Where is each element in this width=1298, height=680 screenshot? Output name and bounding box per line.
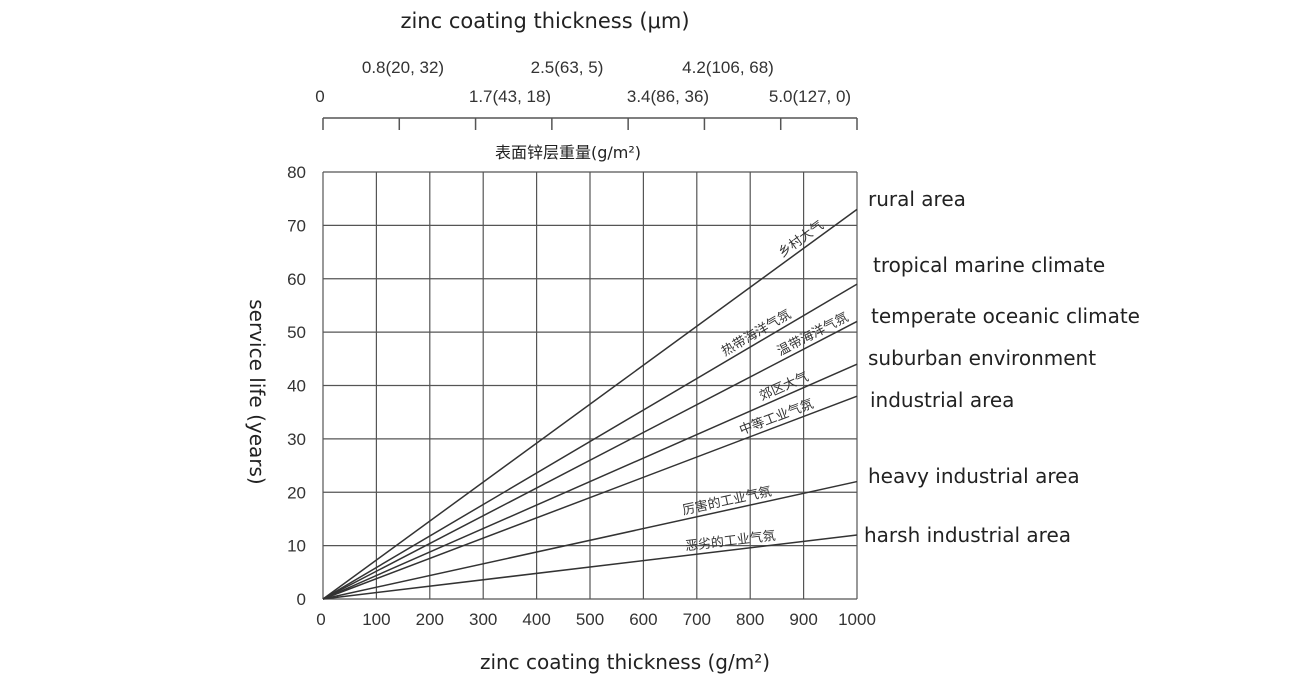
top-axis-label-lower: 1.7(43, 18)	[469, 87, 551, 106]
top-axis-label-lower: 5.0(127, 0)	[769, 87, 851, 106]
series-label: temperate oceanic climate	[871, 304, 1140, 328]
x-tick-label: 900	[789, 610, 817, 629]
x-tick-label: 700	[683, 610, 711, 629]
top-axis-subtitle-cn: 表面锌层重量(g/m²)	[495, 143, 641, 162]
y-tick-label: 30	[287, 430, 306, 449]
series-label: heavy industrial area	[868, 464, 1080, 488]
y-tick-label: 50	[287, 323, 306, 342]
series-label-cn: 厉害的工业气氛	[681, 483, 773, 518]
series-line	[322, 363, 858, 600]
y-tick-label: 40	[287, 377, 306, 396]
x-tick-label: 100	[362, 610, 390, 629]
series-line	[322, 395, 858, 600]
x-tick-label: 0	[316, 610, 325, 629]
axis-ticks: 0 100 200 300 400 500 600 700 800 900 1000 0 10 20 30 4…	[287, 163, 876, 629]
y-tick-label: 60	[287, 270, 306, 289]
top-axis-title: zinc coating thickness (μm)	[400, 9, 689, 33]
top-axis-label-lower: 3.4(86, 36)	[627, 87, 709, 106]
series-line	[322, 208, 858, 600]
y-tick-label: 20	[287, 483, 306, 502]
top-axis: 0.8(20, 32) 2.5(63, 5) 4.2(106, 68) 0 1.7(43…	[315, 58, 858, 130]
series-line	[322, 283, 858, 600]
top-axis-label-upper: 2.5(63, 5)	[531, 58, 604, 77]
y-tick-label: 0	[297, 590, 306, 609]
series-label-cn: 乡村大气	[775, 217, 826, 261]
series-line	[322, 534, 858, 600]
y-axis-label: service life (years)	[245, 299, 269, 484]
top-axis-label-upper: 0.8(20, 32)	[362, 58, 444, 77]
x-tick-label: 1000	[838, 610, 876, 629]
y-tick-label: 70	[287, 216, 306, 235]
x-tick-label: 800	[736, 610, 764, 629]
x-tick-label: 300	[469, 610, 497, 629]
x-tick-label: 500	[576, 610, 604, 629]
series-label: rural area	[868, 187, 966, 211]
series-label: suburban environment	[868, 346, 1096, 370]
x-tick-label: 400	[522, 610, 550, 629]
y-tick-label: 10	[287, 537, 306, 556]
series-label: tropical marine climate	[873, 253, 1105, 277]
x-tick-label: 200	[416, 610, 444, 629]
y-tick-label: 80	[287, 163, 306, 182]
top-axis-label-lower: 0	[315, 87, 324, 106]
series-line	[322, 480, 858, 600]
series-label: industrial area	[870, 388, 1014, 412]
x-axis-label: zinc coating thickness (g/m²)	[480, 650, 770, 674]
series-line	[322, 320, 858, 600]
top-axis-label-upper: 4.2(106, 68)	[682, 58, 774, 77]
series-label: harsh industrial area	[864, 523, 1071, 547]
x-tick-label: 600	[629, 610, 657, 629]
